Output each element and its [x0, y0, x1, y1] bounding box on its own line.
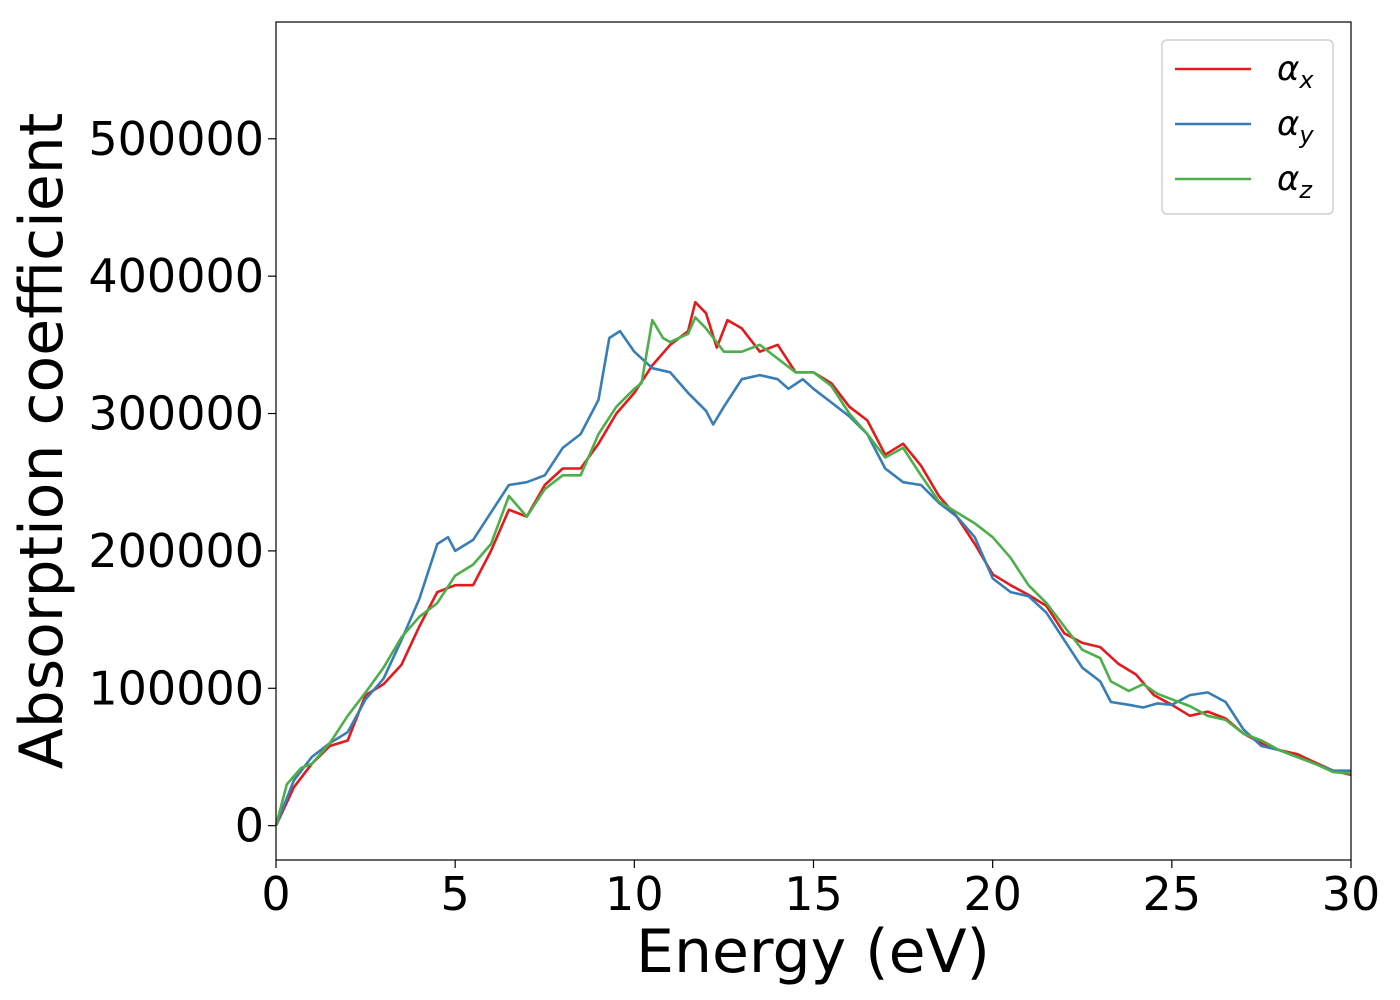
x-tick-label: 30 [1322, 867, 1381, 921]
plot-area-frame [275, 21, 1352, 861]
y-tick-label: 300000 [88, 387, 264, 441]
y-tick-label: 400000 [88, 249, 264, 303]
x-axis-ticks: 0 5 10 15 20 25 30 [261, 860, 1380, 921]
x-tick-label: 10 [605, 867, 664, 921]
x-tick-label: 5 [441, 867, 470, 921]
legend: αx αy αz [1161, 39, 1334, 215]
y-tick-label: 100000 [88, 661, 264, 715]
x-tick-label: 25 [1143, 867, 1202, 921]
x-tick-label: 0 [261, 867, 290, 921]
series-layer [274, 300, 1352, 827]
y-tick-label: 0 [235, 799, 264, 853]
x-axis-title: Energy (eV) [636, 917, 990, 987]
series-line-alpha-z [274, 316, 1352, 827]
legend-label-alpha-y: αy [1277, 104, 1314, 149]
legend-box [1161, 39, 1334, 215]
y-axis-ticks: 0 100000 200000 300000 400000 500000 [88, 112, 276, 853]
y-tick-label: 200000 [88, 524, 264, 578]
series-line-alpha-y [274, 329, 1351, 827]
series-line-alpha-x [274, 300, 1352, 827]
x-tick-label: 20 [963, 867, 1022, 921]
y-tick-label: 500000 [88, 112, 264, 166]
legend-label-alpha-z: αz [1277, 159, 1313, 204]
y-axis-title: Absorption coefficient [7, 113, 77, 770]
x-tick-label: 15 [784, 867, 843, 921]
legend-label-alpha-x: αx [1277, 49, 1314, 94]
